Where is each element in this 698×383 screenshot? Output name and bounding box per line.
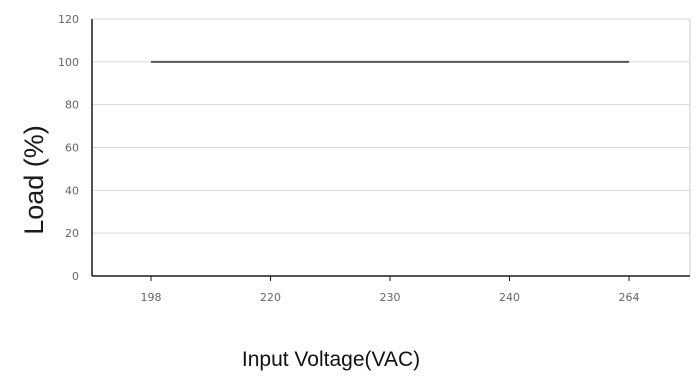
gridlines xyxy=(92,19,690,233)
x-tick-label: 264 xyxy=(619,291,640,304)
x-tick-label: 230 xyxy=(380,291,401,304)
y-tick-label: 100 xyxy=(58,56,79,69)
y-tick-labels: 0 20 40 60 80 100 120 xyxy=(58,13,79,283)
y-tick-label: 0 xyxy=(72,270,79,283)
plot-frame xyxy=(92,19,690,281)
x-tick-label: 220 xyxy=(260,291,281,304)
x-axis-label: Input Voltage(VAC) xyxy=(242,348,420,371)
y-tick-label: 20 xyxy=(65,227,79,240)
y-tick-label: 60 xyxy=(65,142,79,155)
y-tick-label: 120 xyxy=(58,13,79,26)
x-tick-label: 240 xyxy=(499,291,520,304)
x-tick-labels: 198 220 230 240 264 xyxy=(141,291,640,304)
y-tick-label: 40 xyxy=(65,184,79,197)
y-tick-label: 80 xyxy=(65,99,79,112)
y-axis-label: Load (%) xyxy=(19,125,49,235)
x-tick-label: 198 xyxy=(141,291,162,304)
